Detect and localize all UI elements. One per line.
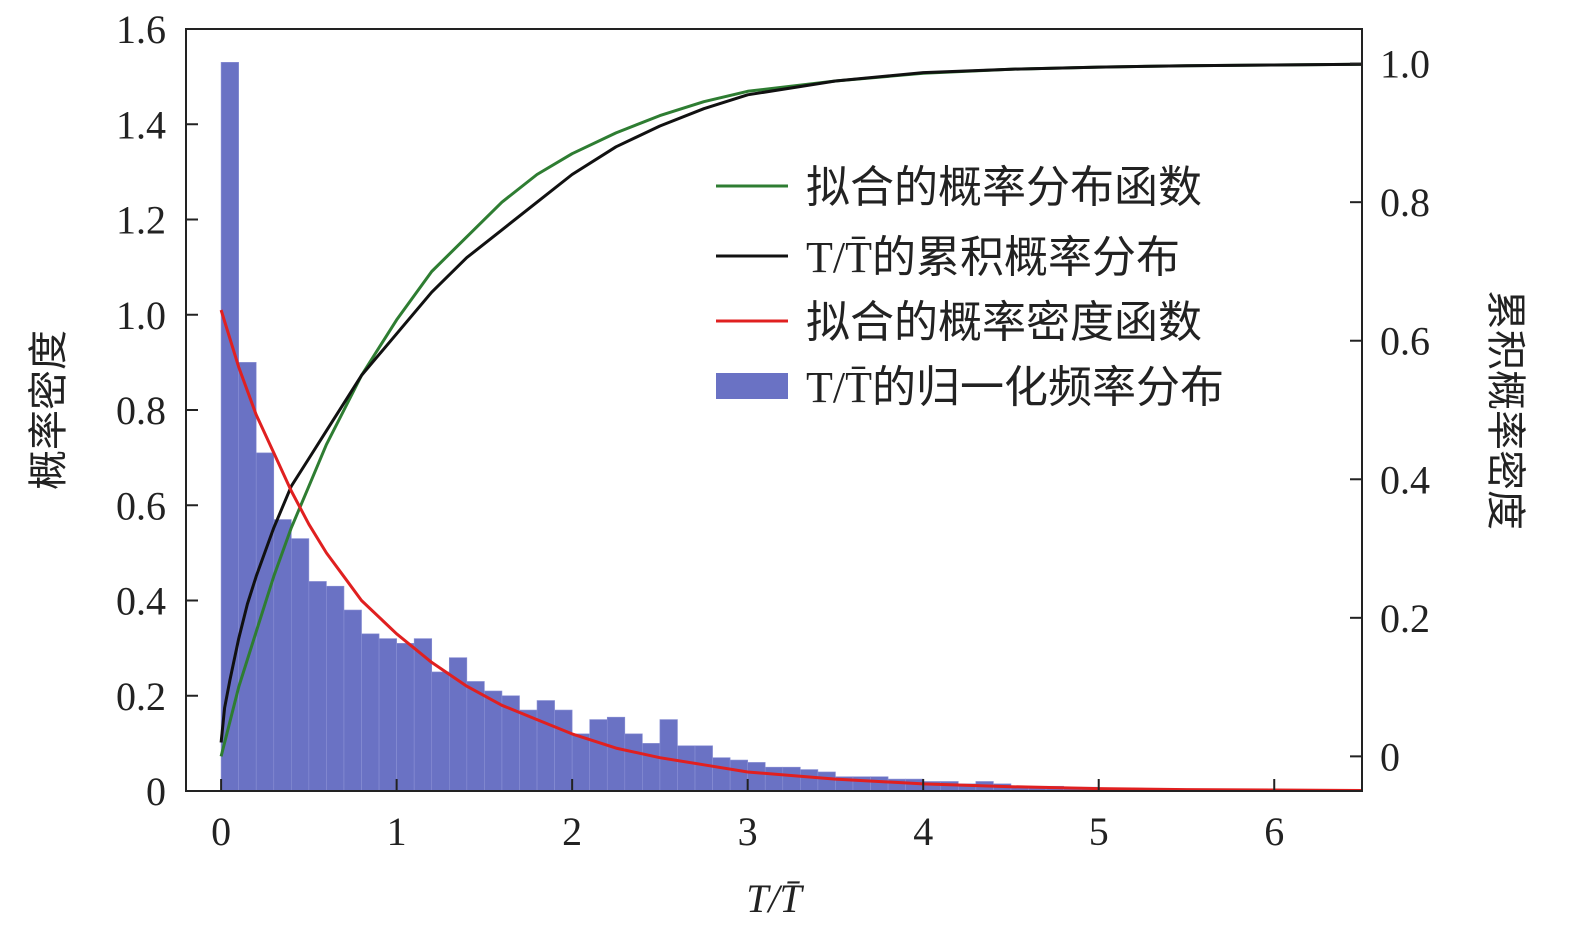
histogram-bar <box>273 519 292 792</box>
histogram-bar <box>694 745 713 792</box>
histogram-bar <box>554 709 573 792</box>
y-right-tick-label: 0 <box>1380 734 1400 779</box>
x-axis-title: T/T̄ <box>746 876 804 921</box>
histogram-bar <box>238 362 257 792</box>
y-left-tick-label: 0 <box>146 769 166 814</box>
histogram-bar <box>536 700 555 792</box>
histogram-bar <box>677 745 696 792</box>
histogram-bar <box>606 716 626 792</box>
y-left-tick-label: 1.2 <box>116 198 166 243</box>
histogram-bar <box>817 771 836 792</box>
histogram-bar <box>589 719 608 792</box>
histogram-bar <box>343 609 362 792</box>
histogram-bar <box>729 759 748 792</box>
y-axis-left: 0 0.2 0.4 0.6 0.8 1.0 1.2 1.4 1.6 <box>116 7 198 814</box>
x-tick-label: 6 <box>1264 809 1284 854</box>
histogram-bar <box>571 733 591 792</box>
y-left-tick-label: 0.2 <box>116 674 166 719</box>
histogram-bar <box>308 581 327 792</box>
histogram-bar <box>378 638 397 792</box>
histogram-bar <box>782 766 801 792</box>
y-right-tick-label: 0.2 <box>1380 596 1430 641</box>
histogram-bar <box>747 762 766 792</box>
histogram-bar <box>519 709 538 792</box>
y-left-tick-label: 1.6 <box>116 7 166 52</box>
legend-label-fit-cdf: 拟合的概率分布函数 <box>806 163 1202 212</box>
legend-swatch-histogram <box>716 373 788 399</box>
histogram-bar <box>642 743 661 792</box>
y-right-tick-label: 0.4 <box>1380 457 1430 502</box>
histogram-bar <box>764 766 784 792</box>
y-right-tick-label: 0.8 <box>1380 180 1430 225</box>
y-left-tick-label: 1.4 <box>116 102 166 147</box>
legend-label-fit-pdf: 拟合的概率密度函数 <box>806 298 1202 347</box>
x-tick-label: 1 <box>387 809 407 854</box>
histogram-bar <box>396 643 415 792</box>
histogram-bar <box>466 681 485 792</box>
y-left-tick-label: 0.8 <box>116 388 166 433</box>
histogram-bar <box>431 671 450 792</box>
histogram-bar <box>659 719 678 792</box>
histogram-bar <box>326 585 345 792</box>
x-tick-label: 3 <box>738 809 758 854</box>
legend-label-empirical-cdf: T/T̄的累积概率分布 <box>806 233 1180 282</box>
histogram-bar <box>800 769 819 792</box>
y-axis-right: 0 0.2 0.4 0.6 0.8 1.0 <box>1350 42 1430 779</box>
x-axis: 0 1 2 3 4 5 6 <box>211 779 1284 854</box>
histogram-bar <box>870 776 889 792</box>
y-axis-left-title: 概率密度 <box>26 330 71 490</box>
histogram-bar <box>361 633 380 792</box>
x-tick-label: 4 <box>913 809 933 854</box>
histogram-bar <box>712 757 731 792</box>
legend-label-histogram: T/T̄的归一化频率分布 <box>806 363 1224 412</box>
x-tick-label: 0 <box>211 809 231 854</box>
y-right-tick-label: 1.0 <box>1380 42 1430 87</box>
fit-pdf-line <box>219 309 1363 792</box>
histogram-bar <box>291 538 310 792</box>
x-tick-label: 5 <box>1089 809 1109 854</box>
x-tick-label: 2 <box>562 809 582 854</box>
series-lines <box>219 62 1363 792</box>
y-left-tick-label: 0.6 <box>116 483 166 528</box>
y-left-tick-label: 0.4 <box>116 579 166 624</box>
y-axis-right-title: 累积概率密度 <box>1483 290 1528 530</box>
histogram-bar <box>624 733 643 792</box>
y-right-tick-label: 0.6 <box>1380 319 1430 364</box>
legend: 拟合的概率分布函数 T/T̄的累积概率分布 拟合的概率密度函数 T/T̄的归一化… <box>716 163 1224 412</box>
empirical-cdf-line <box>219 62 1363 743</box>
y-left-tick-label: 1.0 <box>116 293 166 338</box>
histogram-bar <box>484 690 503 792</box>
